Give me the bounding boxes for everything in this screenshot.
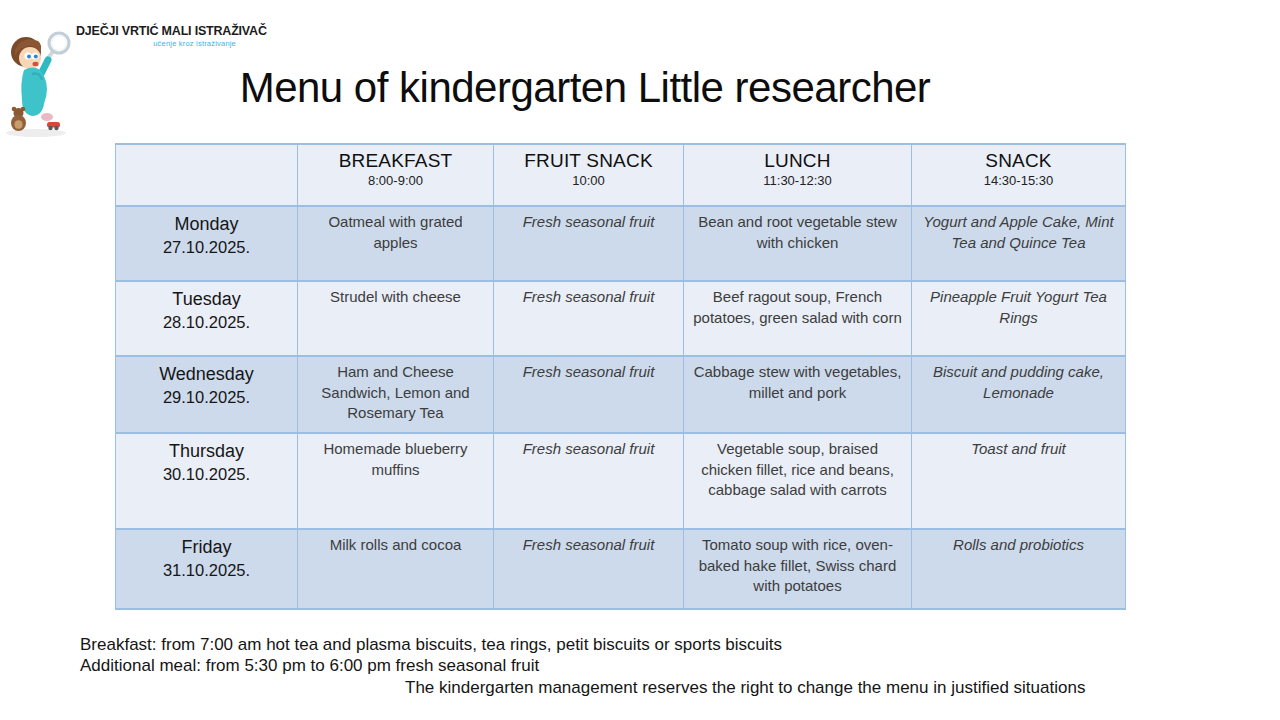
day-cell: Monday 27.10.2025. [116,206,298,281]
day-name: Tuesday [125,287,288,311]
fruit-snack-cell: Fresh seasonal fruit [494,433,684,529]
table-row-monday: Monday 27.10.2025. Oatmeal with grated a… [116,206,1126,281]
note-additional-meal: Additional meal: from 5:30 pm to 6:00 pm… [80,655,1200,676]
fruit-snack-cell: Fresh seasonal fruit [494,529,684,609]
snack-cell: Toast and fruit [912,433,1126,529]
header-row: BREAKFAST 8:00-9:00 FRUIT SNACK 10:00 LU… [116,144,1126,206]
breakfast-cell: Ham and Cheese Sandwich, Lemon and Rosem… [298,356,494,433]
column-label: LUNCH [693,150,902,172]
col-header-lunch: LUNCH 11:30-12:30 [684,144,912,206]
column-time: 8:00-9:00 [307,173,484,188]
corner-cell [116,144,298,206]
day-name: Wednesday [125,362,288,386]
page-title: Menu of kindergarten Little researcher [0,64,1170,112]
breakfast-cell: Homemade blueberry muffins [298,433,494,529]
menu-slide: DJEČJI VRTIĆ MALI ISTRAŽIVAČ učenje kroz… [0,0,1280,720]
day-name: Monday [125,212,288,236]
breakfast-cell: Milk rolls and cocoa [298,529,494,609]
breakfast-cell: Strudel with cheese [298,281,494,356]
breakfast-cell: Oatmeal with grated apples [298,206,494,281]
column-label: BREAKFAST [307,150,484,172]
col-header-snack: SNACK 14:30-15:30 [912,144,1126,206]
day-name: Friday [125,535,288,559]
lunch-cell: Vegetable soup, braised chicken fillet, … [684,433,912,529]
table-row-tuesday: Tuesday 28.10.2025. Strudel with cheese … [116,281,1126,356]
column-label: FRUIT SNACK [503,150,674,172]
logo-tagline: učenje kroz istraživanje [76,39,236,48]
lunch-cell: Tomato soup with rice, oven-baked hake f… [684,529,912,609]
fruit-snack-cell: Fresh seasonal fruit [494,206,684,281]
snack-cell: Pineapple Fruit Yogurt Tea Rings [912,281,1126,356]
lunch-cell: Cabbage stew with vegetables, millet and… [684,356,912,433]
lunch-cell: Beef ragout soup, French potatoes, green… [684,281,912,356]
table-row-thursday: Thursday 30.10.2025. Homemade blueberry … [116,433,1126,529]
day-date: 27.10.2025. [125,236,288,258]
column-time: 10:00 [503,173,674,188]
logo-org-name: DJEČJI VRTIĆ MALI ISTRAŽIVAČ [76,24,236,38]
fruit-snack-cell: Fresh seasonal fruit [494,356,684,433]
day-cell: Friday 31.10.2025. [116,529,298,609]
day-cell: Tuesday 28.10.2025. [116,281,298,356]
day-cell: Wednesday 29.10.2025. [116,356,298,433]
column-time: 14:30-15:30 [921,173,1116,188]
snack-cell: Biscuit and pudding cake, Lemonade [912,356,1126,433]
table-row-friday: Friday 31.10.2025. Milk rolls and cocoa … [116,529,1126,609]
logo: DJEČJI VRTIĆ MALI ISTRAŽIVAČ učenje kroz… [76,24,236,48]
weekly-menu-table: BREAKFAST 8:00-9:00 FRUIT SNACK 10:00 LU… [115,143,1126,610]
day-date: 28.10.2025. [125,311,288,333]
table-row-wednesday: Wednesday 29.10.2025. Ham and Cheese San… [116,356,1126,433]
day-date: 30.10.2025. [125,463,288,485]
fruit-snack-cell: Fresh seasonal fruit [494,281,684,356]
col-header-fruit-snack: FRUIT SNACK 10:00 [494,144,684,206]
day-name: Thursday [125,439,288,463]
column-label: SNACK [921,150,1116,172]
note-disclaimer: The kindergarten management reserves the… [405,677,1200,698]
day-date: 29.10.2025. [125,386,288,408]
day-cell: Thursday 30.10.2025. [116,433,298,529]
day-date: 31.10.2025. [125,559,288,581]
note-breakfast: Breakfast: from 7:00 am hot tea and plas… [80,634,1200,655]
snack-cell: Rolls and probiotics [912,529,1126,609]
col-header-breakfast: BREAKFAST 8:00-9:00 [298,144,494,206]
column-time: 11:30-12:30 [693,173,902,188]
lunch-cell: Bean and root vegetable stew with chicke… [684,206,912,281]
snack-cell: Yogurt and Apple Cake, Mint Tea and Quin… [912,206,1126,281]
footer-notes: Breakfast: from 7:00 am hot tea and plas… [80,634,1200,698]
